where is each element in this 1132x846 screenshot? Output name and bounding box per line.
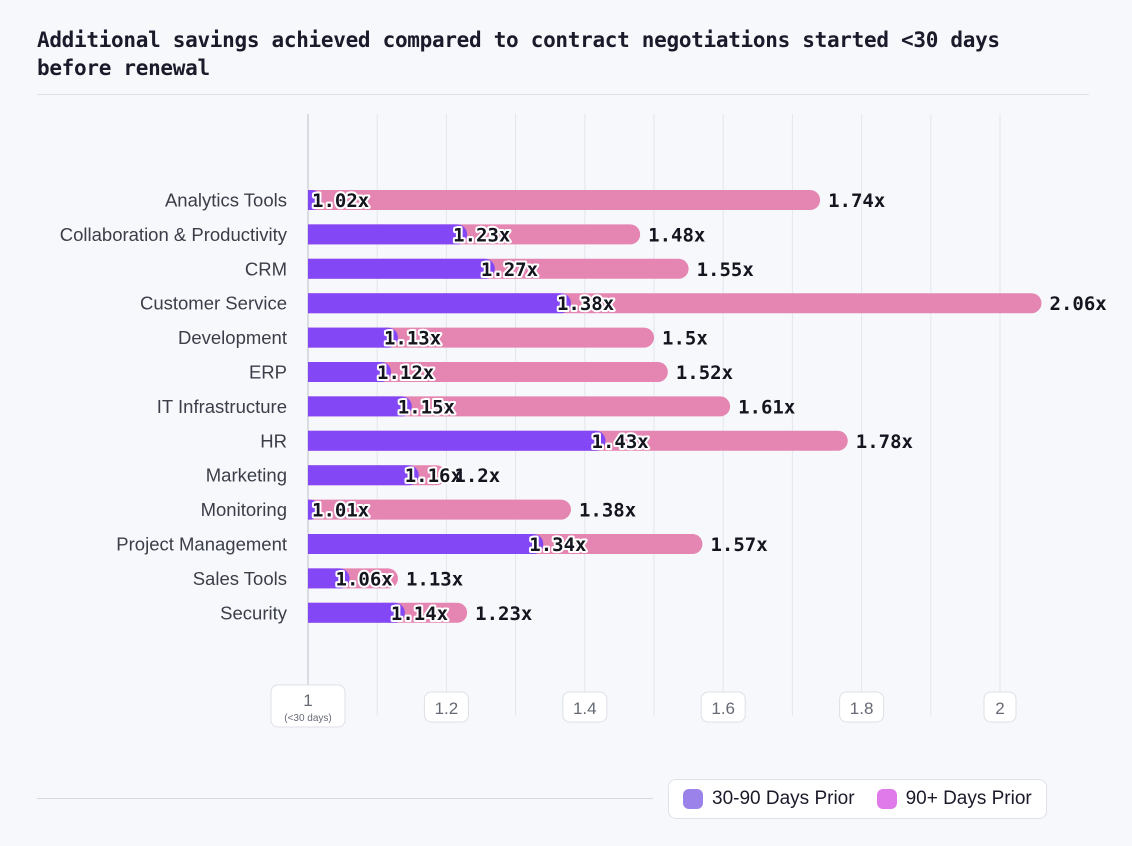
category-label-collaboration-and-productivity: Collaboration & Productivity (60, 224, 288, 245)
value-label-90-plus-erp: 1.52x (676, 362, 733, 384)
x-axis-ticks: 1 (<30 days) 1.2 1.4 1.6 1.8 2 (270, 684, 1017, 728)
labels: Analytics Tools 1.02x 1.74x Collaboration &… (60, 188, 1107, 627)
value-label-90-plus-crm: 1.55x (697, 259, 754, 281)
bar-30-90-it-infrastructure (308, 396, 412, 417)
title-divider (37, 94, 1089, 95)
bar-30-90-hr (308, 430, 606, 451)
bar-90-plus-erp (308, 362, 668, 382)
bar-30-90-development (308, 327, 398, 348)
category-label-marketing: Marketing (206, 465, 287, 486)
bar-30-90-customer-service (308, 293, 571, 314)
x-tick-pill (983, 691, 1017, 723)
category-label-development: Development (178, 327, 287, 348)
bar-30-90-erp (308, 362, 392, 382)
x-tick-pill (839, 691, 885, 723)
x-tick-label: 2 (995, 699, 1004, 718)
value-label-90-plus-collaboration-and-productivity: 1.48x (648, 224, 705, 246)
x-tick-sublabel: (<30 days) (284, 713, 332, 724)
legend-swatch-90-plus-days (876, 789, 897, 809)
legend-item-90-plus-days[interactable]: 90+ Days Prior (876, 788, 1032, 810)
value-label-30-90-customer-service: 1.38x (557, 293, 614, 315)
value-label-90-plus-sales-tools: 1.13x (406, 568, 463, 590)
bar-30-90-sales-tools (308, 568, 350, 589)
category-label-erp: ERP (249, 362, 287, 383)
bar-30-90-collaboration-and-productivity (308, 224, 468, 245)
bar-90-plus-it-infrastructure (308, 396, 731, 417)
value-label-30-90-development: 1.13x (384, 328, 441, 350)
footer-divider (37, 798, 653, 799)
category-label-customer-service: Customer Service (140, 293, 287, 314)
chart-title: Additional savings achieved compared to … (37, 28, 1000, 80)
x-tick-label: 1.2 (435, 699, 459, 718)
category-label-hr: HR (260, 430, 287, 451)
category-label-security: Security (220, 602, 288, 623)
value-label-30-90-crm: 1.27x (481, 259, 538, 281)
x-tick-label: 1.4 (573, 699, 597, 718)
value-label-90-plus-marketing: 1.2x (454, 465, 500, 487)
category-label-sales-tools: Sales Tools (193, 568, 287, 589)
bar-30-90-security (308, 602, 405, 623)
bar-30-90-analytics-tools (308, 190, 322, 210)
value-label-90-plus-monitoring: 1.38x (579, 500, 636, 522)
value-label-30-90-marketing: 1.16x (405, 465, 462, 487)
x-tick-pill (562, 691, 608, 723)
x-tick-pill (423, 691, 469, 723)
legend-label-90-plus-days: 90+ Days Prior (905, 788, 1032, 809)
bar-90-plus-monitoring (308, 499, 571, 520)
x-tick-pill (270, 684, 346, 728)
value-label-90-plus-hr: 1.78x (856, 431, 913, 453)
x-tick-label: 1 (303, 691, 312, 710)
value-label-90-plus-development: 1.5x (662, 328, 708, 350)
value-label-30-90-erp: 1.12x (377, 362, 434, 384)
legend-label-30-90-days: 30-90 Days Prior (712, 788, 855, 809)
bars (308, 190, 1042, 623)
value-label-30-90-monitoring: 1.01x (312, 500, 369, 522)
legend-swatch-30-90-days (683, 789, 703, 809)
category-label-it-infrastructure: IT Infrastructure (157, 396, 287, 417)
category-label-analytics-tools: Analytics Tools (165, 190, 287, 211)
bar-30-90-monitoring (308, 499, 320, 520)
value-label-30-90-hr: 1.43x (592, 431, 649, 453)
category-label-project-management: Project Management (116, 534, 287, 555)
x-tick-label: 1.6 (711, 699, 735, 718)
value-label-30-90-sales-tools: 1.06x (336, 568, 393, 590)
bar-90-plus-analytics-tools (308, 190, 821, 210)
value-label-90-plus-customer-service: 2.06x (1050, 293, 1107, 315)
value-label-90-plus-project-management: 1.57x (710, 534, 767, 556)
bar-30-90-marketing (308, 465, 419, 486)
category-label-monitoring: Monitoring (201, 499, 287, 520)
x-tick-label: 1.8 (850, 699, 874, 718)
value-label-30-90-security: 1.14x (391, 603, 448, 625)
value-label-30-90-it-infrastructure: 1.15x (398, 396, 455, 418)
x-tick-pill (700, 691, 746, 723)
legend: 30-90 Days Prior 90+ Days Prior (668, 779, 1047, 819)
value-label-90-plus-it-infrastructure: 1.61x (738, 396, 795, 418)
value-label-90-plus-security: 1.23x (475, 603, 532, 625)
bar-30-90-project-management (308, 534, 544, 554)
value-label-90-plus-analytics-tools: 1.74x (828, 190, 885, 212)
value-label-30-90-collaboration-and-productivity: 1.23x (453, 224, 510, 246)
legend-item-30-90-days[interactable]: 30-90 Days Prior (683, 788, 855, 810)
value-label-30-90-project-management: 1.34x (529, 534, 586, 556)
category-label-crm: CRM (245, 258, 287, 279)
value-label-30-90-analytics-tools: 1.02x (312, 190, 369, 212)
bar-30-90-crm (308, 258, 495, 279)
